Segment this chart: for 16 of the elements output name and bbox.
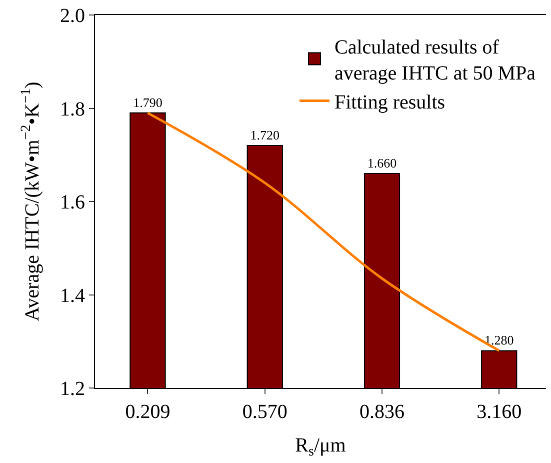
legend-label: Fitting results (334, 91, 446, 114)
y-tick-label: 2.0 (60, 5, 85, 27)
legend-label: Calculated results of average IHTC at 50 MPa (334, 36, 536, 84)
y-tick-label: 1.8 (60, 98, 85, 120)
x-tick-label: 0.209 (125, 401, 170, 423)
y-tick-label: 1.2 (60, 378, 85, 400)
x-axis-title: R$_{s}$/μm (295, 434, 346, 460)
data-label: 1.790 (133, 94, 162, 110)
data-label: 1.280 (484, 332, 514, 348)
y-tick-label: 1.4 (60, 284, 85, 307)
y-tick-label: 1.6 (60, 192, 85, 214)
x-tick-label: 3.160 (476, 401, 522, 423)
x-tick-label: 0.836 (360, 401, 404, 423)
data-label: 1.660 (367, 156, 397, 171)
x-tick-label: 0.570 (242, 401, 288, 423)
data-label: 1.720 (250, 128, 280, 143)
